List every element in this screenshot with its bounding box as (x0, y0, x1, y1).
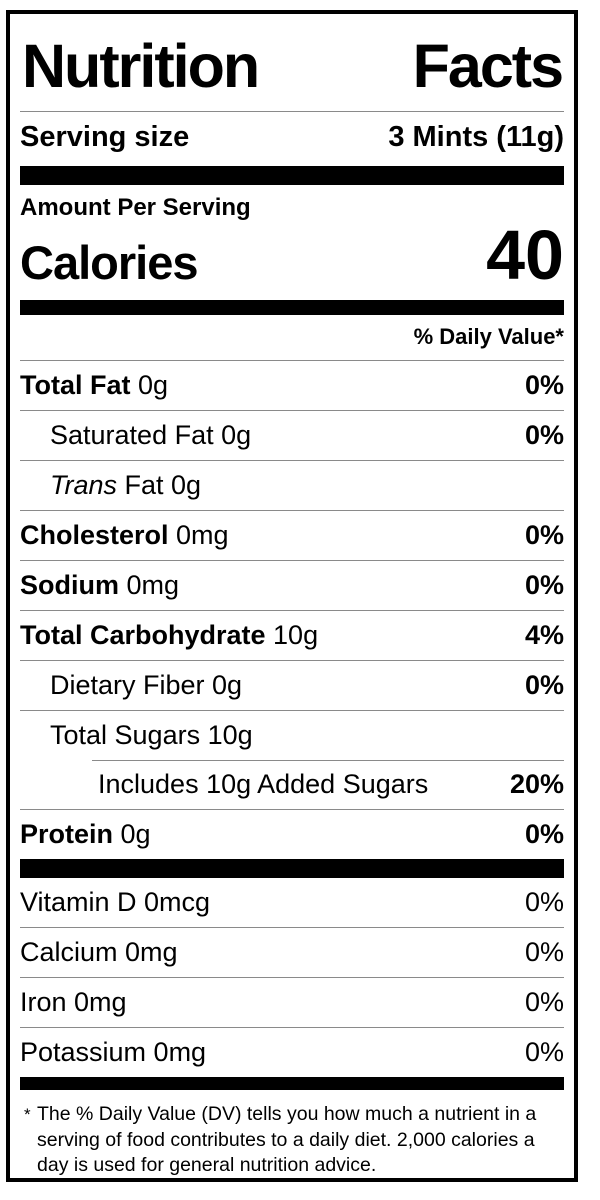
footnote: * The % Daily Value (DV) tells you how m… (20, 1090, 564, 1178)
nutrient-row-dietary-fiber: Dietary Fiber 0g 0% (20, 660, 564, 710)
nutrient-amount: Fat 0g (117, 470, 202, 500)
nutrient-row-total-carbohydrate: Total Carbohydrate 10g 4% (20, 610, 564, 660)
micronutrient-dv: 0% (524, 937, 564, 967)
nutrient-dv: 0% (524, 570, 564, 600)
nutrient-row-sodium: Sodium 0mg 0% (20, 560, 564, 610)
nutrient-amount: 0mg (168, 520, 229, 550)
nutrient-dv: 20% (509, 769, 564, 799)
divider-thick-calories (20, 300, 564, 315)
micronutrient-dv: 0% (524, 1037, 564, 1067)
nutrient-amount: 0g (130, 370, 169, 400)
daily-value-header: % Daily Value* (20, 315, 564, 361)
serving-size-value: 3 Mints (11g) (388, 121, 564, 153)
footnote-text: The % Daily Value (DV) tells you how muc… (37, 1103, 537, 1177)
micronutrient-name: Iron 0mg (20, 987, 127, 1017)
micronutrient-dv: 0% (524, 987, 564, 1017)
nutrient-row-total-fat: Total Fat 0g 0% (20, 361, 564, 410)
micronutrient-row-iron: Iron 0mg 0% (20, 977, 564, 1027)
nutrient-dv: 0% (524, 819, 564, 849)
calories-value: 40 (486, 216, 564, 294)
nutrient-dv: 0% (524, 370, 564, 400)
nutrient-name: Total Fat (20, 370, 131, 400)
nutrient-row-protein: Protein 0g 0% (20, 809, 564, 859)
nutrient-dv: 0% (524, 520, 564, 550)
micronutrient-name: Potassium 0mg (20, 1037, 207, 1067)
amount-per-serving-label: Amount Per Serving (20, 194, 251, 221)
label-title: Nutrition Facts (20, 14, 564, 112)
nutrient-name: Protein (20, 819, 114, 849)
micronutrient-row-vitamin-d: Vitamin D 0mcg 0% (20, 878, 564, 927)
nutrient-amount: 10g (265, 620, 319, 650)
divider-thick-protein (20, 859, 564, 878)
micronutrient-name: Vitamin D 0mcg (20, 887, 211, 917)
divider-thick-bottom (20, 1077, 564, 1090)
micronutrient-dv: 0% (524, 887, 564, 917)
nutrient-amount: Dietary Fiber 0g (50, 670, 243, 700)
nutrient-amount: Includes 10g Added Sugars (98, 769, 429, 799)
title-word-nutrition: Nutrition (22, 32, 260, 100)
nutrient-row-saturated-fat: Saturated Fat 0g 0% (20, 410, 564, 460)
divider-thick-top (20, 166, 564, 185)
nutrient-row-trans-fat: Trans Fat 0g (20, 460, 564, 510)
serving-size-row: Serving size 3 Mints (11g) (20, 112, 564, 166)
micronutrient-name: Calcium 0mg (20, 937, 178, 967)
nutrient-row-added-sugars: Includes 10g Added Sugars 20% (20, 760, 564, 809)
micronutrient-row-potassium: Potassium 0mg 0% (20, 1027, 564, 1077)
title-word-facts: Facts (412, 32, 564, 100)
calories-row: Calories 40 (20, 216, 564, 300)
nutrient-name: Sodium (20, 570, 119, 600)
nutrient-row-cholesterol: Cholesterol 0mg 0% (20, 510, 564, 560)
nutrition-facts-label: Nutrition Facts Serving size 3 Mints (11… (6, 10, 578, 1182)
nutrient-dv: 0% (524, 420, 564, 450)
nutrient-amount: 0mg (119, 570, 180, 600)
serving-size-label: Serving size (20, 121, 190, 153)
nutrient-dv: 0% (524, 670, 564, 700)
footnote-asterisk: * (24, 1105, 31, 1124)
micronutrient-row-calcium: Calcium 0mg 0% (20, 927, 564, 977)
nutrient-name: Total Carbohydrate (20, 620, 266, 650)
nutrient-name-italic: Trans (50, 470, 118, 500)
nutrient-name: Cholesterol (20, 520, 169, 550)
nutrient-dv: 4% (524, 620, 564, 650)
calories-label: Calories (20, 236, 198, 289)
nutrient-row-total-sugars: Total Sugars 10g (20, 710, 564, 760)
nutrient-amount: 0g (113, 819, 151, 849)
nutrient-amount: Total Sugars 10g (50, 720, 253, 750)
nutrient-amount: Saturated Fat 0g (50, 420, 252, 450)
